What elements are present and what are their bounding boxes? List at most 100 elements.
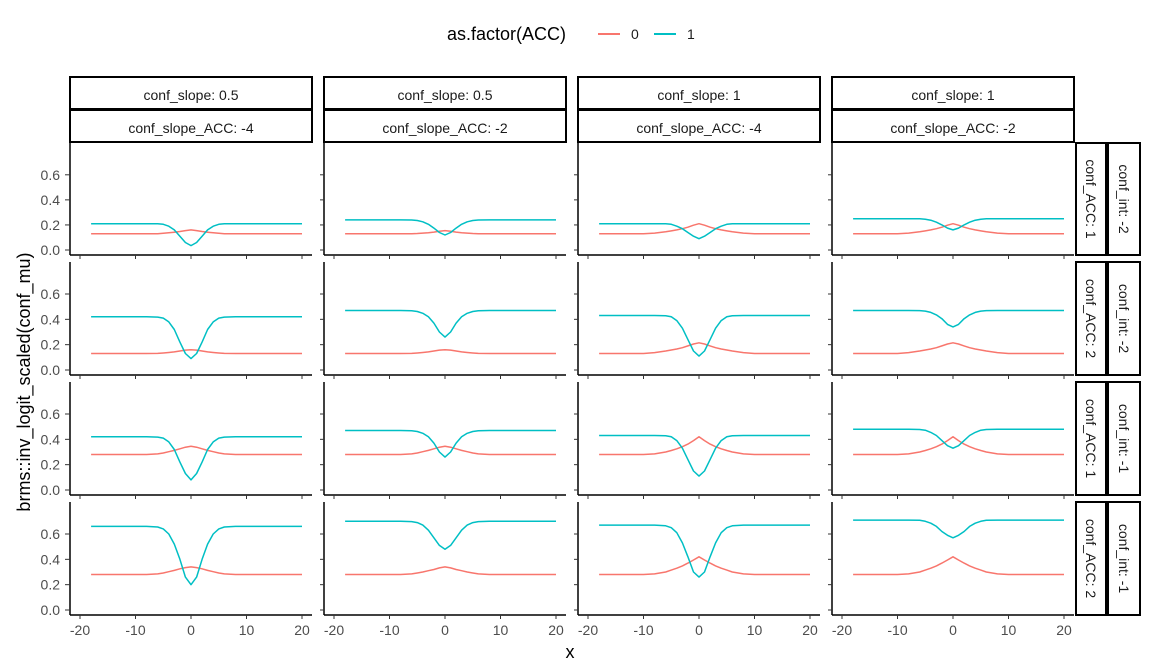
series-line-acc-0 [345, 229, 556, 235]
legend-label-1: 1 [687, 26, 695, 42]
row-strip-label: conf_int: -1 [1116, 404, 1132, 473]
x-tick-label: 10 [493, 622, 509, 638]
series-line-acc-0 [345, 445, 556, 456]
legend-label-0: 0 [631, 26, 639, 42]
x-tick-label: 10 [747, 622, 763, 638]
col-strip-bottom-box [323, 109, 567, 143]
row-strip-label: conf_ACC: 2 [1083, 519, 1099, 599]
series-line-acc-0 [91, 229, 302, 235]
x-tick-label: 20 [548, 622, 564, 638]
y-tick-label: 0.4 [41, 551, 61, 567]
column-strips: conf_slope: 0.5 conf_slope_ACC: -4 conf_sl… [69, 76, 1075, 143]
row-strip-box [1075, 142, 1107, 256]
panels [69, 143, 1074, 616]
series-line-acc-0 [345, 348, 556, 355]
y-tick-label: 0.2 [41, 577, 61, 593]
x-tick-label: 10 [1001, 622, 1017, 638]
col-strip-top-label: conf_slope: 0.5 [144, 87, 239, 103]
col-strip-top-label: conf_slope: 1 [657, 87, 740, 103]
x-tick-label: -20 [578, 622, 598, 638]
y-tick-label: 0.2 [41, 457, 61, 473]
series-line-acc-0 [853, 342, 1064, 355]
series-line-acc-0 [599, 342, 810, 355]
panel-r2-c4 [831, 262, 1074, 376]
col-strip-bottom-label: conf_slope_ACC: -2 [382, 120, 508, 136]
x-tick-label: 10 [239, 622, 255, 638]
col-strip-bottom-box [577, 109, 821, 143]
x-axis-title: x [566, 642, 575, 662]
y-axes: 0.0 0.2 0.4 0.6 0.0 0.2 0.4 0.6 0.0 0.2 0.4 0.6 0.0 0… [41, 167, 832, 618]
y-tick-label: 0.0 [41, 602, 61, 618]
panel-r3-c4 [831, 382, 1074, 496]
y-tick-label: 0.2 [41, 217, 61, 233]
series-line-acc-0 [91, 348, 302, 355]
series-line-acc-1 [853, 519, 1064, 539]
y-tick-label: 0.4 [41, 192, 61, 208]
row-strip-label: conf_int: -1 [1116, 524, 1132, 593]
x-tick-label: 0 [695, 622, 703, 638]
row-strip-box [1107, 501, 1141, 616]
row-strip-box [1075, 381, 1107, 496]
x-axes: -20 -10 0 10 20 -20 -10 0 10 20 -20 -10 0 10 20 -20 -10 0… [70, 255, 1072, 638]
y-tick-label: 0.4 [41, 311, 61, 327]
row-strip-box [1075, 261, 1107, 376]
x-tick-label: 0 [441, 622, 449, 638]
x-tick-label: -20 [832, 622, 852, 638]
series-line-acc-1 [345, 309, 556, 338]
panel-r4-c3 [577, 502, 820, 616]
series-line-acc-1 [91, 316, 302, 360]
series-line-acc-1 [91, 525, 302, 586]
col-strip-bottom-box [831, 109, 1075, 143]
series-line-acc-1 [853, 217, 1064, 231]
series-line-acc-1 [91, 222, 302, 247]
series-line-acc-1 [853, 428, 1064, 449]
series-line-acc-1 [345, 520, 556, 550]
y-tick-label: 0.4 [41, 431, 61, 447]
series-line-acc-1 [345, 429, 556, 458]
y-tick-label: 0.6 [41, 526, 61, 542]
series-line-acc-1 [91, 436, 302, 481]
series-line-acc-1 [599, 222, 810, 240]
y-tick-label: 0.0 [41, 242, 61, 258]
panel-r2-c1 [69, 262, 312, 376]
col-strip-top-box [577, 76, 821, 110]
row-strip-label: conf_int: -2 [1116, 284, 1132, 353]
series-line-acc-0 [91, 566, 302, 576]
x-tick-label: 20 [802, 622, 818, 638]
series-line-acc-1 [853, 309, 1064, 328]
x-tick-label: -20 [324, 622, 344, 638]
x-tick-label: -10 [125, 622, 145, 638]
col-strip-bottom-box [69, 109, 313, 143]
panel-r3-c1 [69, 382, 312, 496]
series-line-acc-0 [91, 445, 302, 456]
y-axis-title: brms::inv_logit_scaled(conf_mu) [14, 252, 35, 511]
col-strip-top-label: conf_slope: 0.5 [398, 87, 493, 103]
panel-r1-c2 [323, 143, 566, 256]
series-line-acc-0 [853, 556, 1064, 576]
row-strip-label: conf_ACC: 1 [1083, 159, 1099, 239]
panel-r4-c2 [323, 502, 566, 616]
x-tick-label: -10 [887, 622, 907, 638]
panel-r3-c2 [323, 382, 566, 496]
col-strip-top-box [69, 76, 313, 110]
row-strip-box [1107, 261, 1141, 376]
x-tick-label: 0 [187, 622, 195, 638]
y-tick-label: 0.6 [41, 167, 61, 183]
row-strip-label: conf_int: -2 [1116, 164, 1132, 233]
x-tick-label: 20 [1056, 622, 1072, 638]
y-tick-label: 0.6 [41, 286, 61, 302]
row-strip-label: conf_ACC: 2 [1083, 279, 1099, 359]
panel-r3-c3 [577, 382, 820, 496]
panel-r4-c1 [69, 502, 312, 616]
x-tick-label: -20 [70, 622, 90, 638]
legend-title: as.factor(ACC) [447, 24, 566, 44]
panel-r2-c2 [323, 262, 566, 376]
row-strip-box [1075, 501, 1107, 616]
series-line-acc-1 [599, 314, 810, 357]
panel-r1-c4 [831, 143, 1074, 256]
series-line-acc-0 [599, 222, 810, 235]
series-line-acc-1 [345, 219, 556, 236]
row-strip-label: conf_ACC: 1 [1083, 399, 1099, 479]
